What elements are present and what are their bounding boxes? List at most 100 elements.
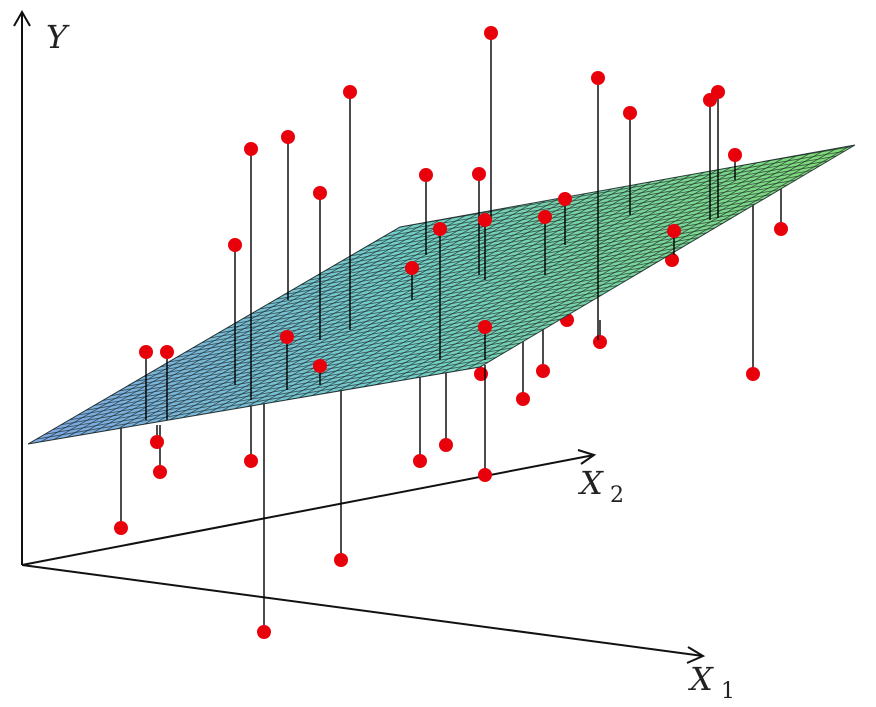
x1-axis-line bbox=[21, 564, 704, 657]
plane-mesh-line bbox=[28, 145, 85, 444]
plane-mesh-line bbox=[28, 433, 750, 444]
data-point bbox=[484, 26, 498, 40]
plane-mesh-line bbox=[367, 145, 855, 210]
data-point bbox=[160, 345, 174, 359]
plane-mesh-line bbox=[28, 145, 163, 444]
plane-mesh-line bbox=[0, 448, 725, 633]
plane-mesh-line bbox=[682, 0, 876, 25]
plane-mesh-line bbox=[28, 145, 188, 444]
plane-mesh-line bbox=[0, 521, 601, 706]
data-point bbox=[413, 454, 427, 468]
plane-mesh-line bbox=[582, 0, 876, 83]
data-point bbox=[591, 71, 605, 85]
x2-axis-label: X bbox=[577, 464, 604, 502]
plane-mesh-line bbox=[416, 145, 855, 181]
x1-axis-arrowhead bbox=[686, 646, 706, 664]
plane-mesh-line bbox=[466, 145, 855, 152]
data-point bbox=[405, 261, 419, 275]
data-point bbox=[244, 454, 258, 468]
x1-axis-subscript: 1 bbox=[721, 679, 735, 704]
plane-mesh-line bbox=[723, 0, 876, 1]
data-point bbox=[665, 253, 679, 267]
plane-mesh-line bbox=[28, 404, 800, 444]
plane-mesh-line bbox=[0, 482, 667, 667]
plane-mesh-line bbox=[0, 535, 576, 707]
data-point bbox=[536, 364, 550, 378]
x1-axis-label: X bbox=[687, 660, 714, 698]
plane-mesh-line bbox=[441, 145, 855, 166]
plane-mesh-line bbox=[28, 145, 72, 444]
plane-mesh-line bbox=[690, 0, 876, 21]
plane-mesh-line bbox=[458, 145, 855, 156]
data-point bbox=[623, 106, 637, 120]
data-point bbox=[257, 625, 271, 639]
plane-mesh-line bbox=[649, 0, 876, 45]
y-axis-arrowhead bbox=[13, 9, 31, 27]
data-point bbox=[478, 320, 492, 334]
plane-mesh-line bbox=[28, 442, 734, 444]
data-point bbox=[334, 553, 348, 567]
data-point bbox=[774, 222, 788, 236]
plane-mesh-line bbox=[0, 540, 568, 707]
plane-mesh-line bbox=[566, 0, 876, 93]
plane-mesh-line bbox=[433, 145, 855, 171]
data-point bbox=[150, 435, 164, 449]
plane-mesh-line bbox=[28, 409, 792, 444]
data-point bbox=[281, 130, 295, 144]
data-point bbox=[478, 213, 492, 227]
data-point bbox=[558, 192, 572, 206]
plane-mesh-line bbox=[607, 0, 876, 69]
x2-axis-subscript: 2 bbox=[610, 483, 624, 508]
plane-mesh-line bbox=[28, 428, 758, 444]
data-point bbox=[439, 438, 453, 452]
data-point bbox=[667, 224, 681, 238]
plane-mesh-line bbox=[0, 530, 584, 707]
plane-mesh-line bbox=[871, 0, 876, 331]
plane-mesh-line bbox=[632, 0, 876, 54]
data-point bbox=[711, 85, 725, 99]
plane-mesh-line bbox=[715, 0, 876, 6]
plane-mesh-line bbox=[525, 0, 876, 117]
plane-mesh-line bbox=[359, 145, 855, 214]
plane-mesh-line bbox=[0, 492, 650, 677]
data-point bbox=[478, 468, 492, 482]
plane-mesh-line bbox=[657, 0, 876, 40]
data-point bbox=[313, 186, 327, 200]
plane-mesh-line bbox=[0, 501, 634, 686]
plane-mesh-line bbox=[516, 0, 876, 122]
plane-mesh-line bbox=[558, 0, 876, 98]
data-point bbox=[516, 392, 530, 406]
data-point bbox=[538, 210, 552, 224]
plane-mesh-line bbox=[28, 145, 253, 444]
data-point bbox=[419, 168, 433, 182]
plane-mesh-line bbox=[500, 0, 876, 131]
data-point bbox=[433, 222, 447, 236]
data-point bbox=[313, 359, 327, 373]
plane-mesh-line bbox=[858, 0, 876, 333]
plane-mesh-line bbox=[28, 145, 266, 444]
plane-mesh-line bbox=[508, 0, 876, 127]
x2-axis-line bbox=[21, 454, 595, 566]
plane-mesh-line bbox=[28, 145, 240, 444]
plane-mesh-line bbox=[28, 145, 227, 444]
plane-mesh-line bbox=[0, 487, 659, 672]
data-point bbox=[472, 167, 486, 181]
plane-mesh-line bbox=[599, 0, 876, 74]
plane-mesh-line bbox=[28, 145, 98, 444]
data-point bbox=[746, 367, 760, 381]
plane-mesh-line bbox=[0, 506, 626, 691]
plane-mesh-line bbox=[698, 0, 876, 16]
plane-mesh-line bbox=[533, 0, 876, 112]
data-point bbox=[593, 335, 607, 349]
plane-mesh-line bbox=[425, 145, 855, 176]
plane-mesh-line bbox=[706, 0, 876, 11]
plane-mesh-line bbox=[28, 414, 783, 444]
x2-axis-arrowhead bbox=[577, 449, 597, 465]
plane-mesh-line bbox=[28, 438, 742, 444]
plane-mesh-line bbox=[28, 145, 214, 444]
plane-mesh-line bbox=[28, 423, 767, 444]
